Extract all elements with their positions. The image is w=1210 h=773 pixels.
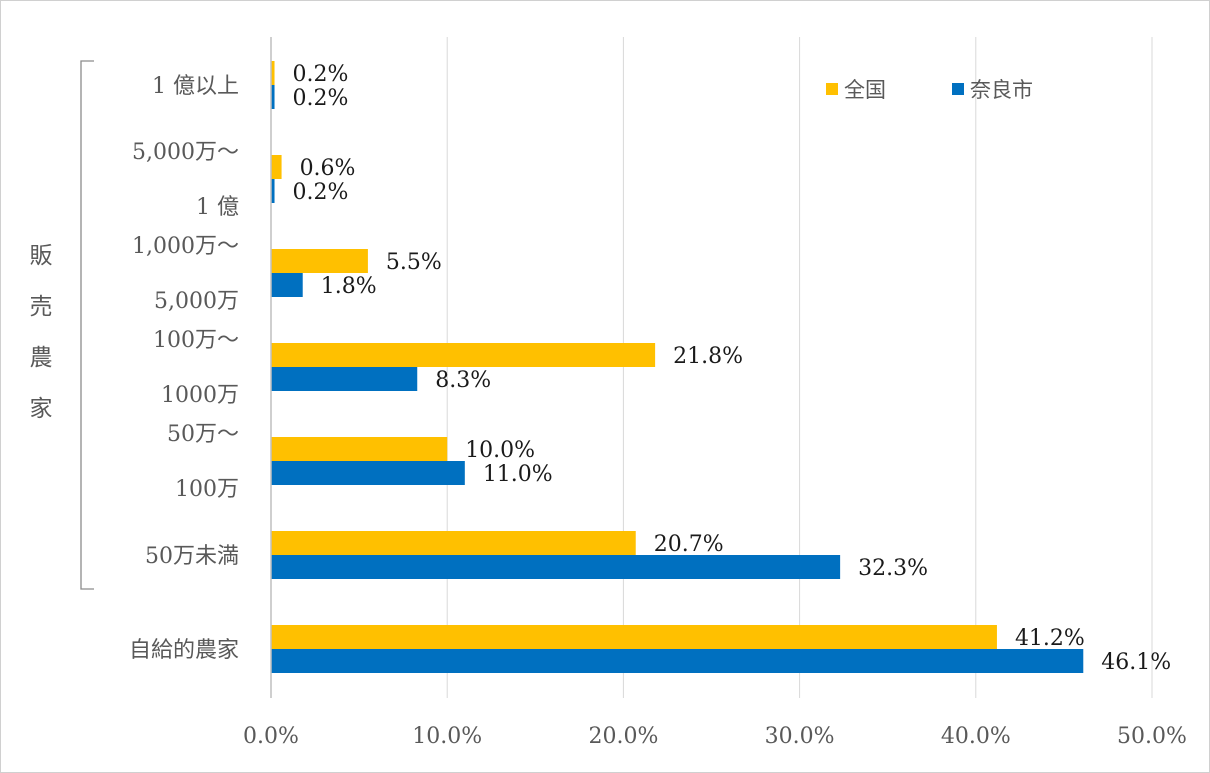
category-label: 自給的農家 xyxy=(129,638,239,663)
group-label-char: 販 xyxy=(30,243,53,269)
category-label: 1 億 xyxy=(196,195,239,220)
legend-swatch-national xyxy=(826,83,838,95)
x-tick-label: 0.0% xyxy=(243,724,299,749)
data-label: 20.7% xyxy=(654,532,724,557)
group-label-char: 売 xyxy=(30,294,53,320)
category-label: 100万～ xyxy=(153,328,239,353)
legend-swatch-nara xyxy=(952,83,964,95)
bar-national-3 xyxy=(271,343,656,367)
data-label: 10.0% xyxy=(465,438,535,463)
bar-nara-1 xyxy=(271,179,275,203)
data-label: 0.2% xyxy=(293,180,349,205)
category-label: 50万未満 xyxy=(145,544,239,569)
category-label: 5,000万～ xyxy=(132,140,239,165)
x-tick-label: 20.0% xyxy=(588,724,658,749)
group-label-char: 農 xyxy=(30,345,53,371)
data-label: 0.2% xyxy=(293,86,349,111)
legend-label: 奈良市 xyxy=(970,78,1033,102)
bar-national-1 xyxy=(271,155,282,179)
data-label: 11.0% xyxy=(483,462,553,487)
data-label: 1.8% xyxy=(321,274,377,299)
category-label: 1000万 xyxy=(161,383,239,408)
bar-nara-0 xyxy=(271,85,275,109)
data-label: 5.5% xyxy=(386,250,442,275)
category-label: 1,000万～ xyxy=(132,234,239,259)
bar-nara-3 xyxy=(271,367,418,391)
x-tick-label: 40.0% xyxy=(941,724,1011,749)
bar-national-6 xyxy=(271,625,997,649)
bar-national-2 xyxy=(271,249,368,273)
bar-nara-5 xyxy=(271,555,841,579)
category-label: 50万～ xyxy=(167,422,239,447)
category-label: 5,000万 xyxy=(154,289,239,314)
legend-label: 全国 xyxy=(844,78,886,102)
category-label: 100万 xyxy=(175,477,239,502)
x-tick-label: 10.0% xyxy=(412,724,482,749)
group-bracket xyxy=(80,60,94,590)
category-label: 1 億以上 xyxy=(152,74,239,99)
data-label: 21.8% xyxy=(673,344,743,369)
bar-national-4 xyxy=(271,437,448,461)
bar-national-5 xyxy=(271,531,636,555)
bar-nara-2 xyxy=(271,273,303,297)
data-label: 32.3% xyxy=(858,556,928,581)
data-label: 0.6% xyxy=(300,156,356,181)
data-label: 8.3% xyxy=(435,368,491,393)
bar-nara-6 xyxy=(271,649,1084,673)
x-tick-label: 50.0% xyxy=(1117,724,1187,749)
x-tick-label: 30.0% xyxy=(765,724,835,749)
data-label: 0.2% xyxy=(293,62,349,87)
group-label-char: 家 xyxy=(30,396,53,422)
data-label: 46.1% xyxy=(1101,650,1171,675)
data-label: 41.2% xyxy=(1015,626,1085,651)
bar-national-0 xyxy=(271,61,275,85)
bar-nara-4 xyxy=(271,461,465,485)
